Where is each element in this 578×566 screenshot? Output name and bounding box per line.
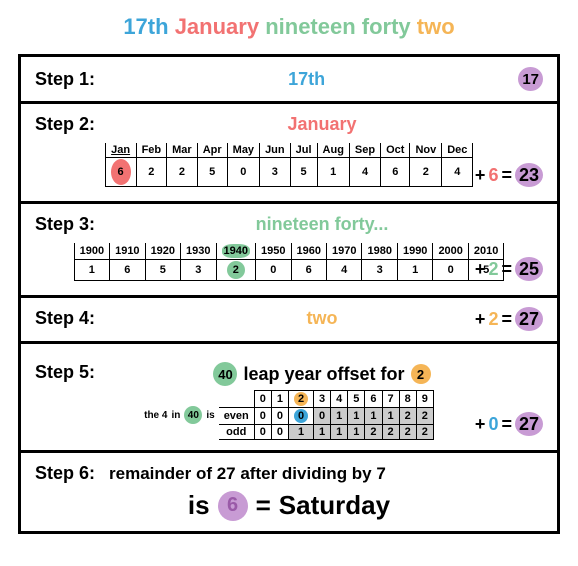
step2-label: Step 2: (35, 114, 95, 135)
step-2: Step 2: January JanFebMarAprMayJunJulAug… (21, 104, 557, 204)
t-day: 17th (123, 14, 168, 39)
months-table: JanFebMarAprMayJunJulAugSepOctNovDec6225… (105, 143, 474, 187)
step6-day: Saturday (279, 490, 390, 521)
step5-sum: + 0 = 27 (475, 412, 543, 436)
steps-container: Step 1: 17th 17 Step 2: January JanFebMa… (18, 54, 560, 534)
step6-remainder: 6 (218, 491, 248, 521)
leap-table: 0123456789even0000111122odd0011112222 (219, 390, 434, 440)
step1-topic: 17th (101, 69, 512, 90)
step3-topic: nineteen forty... (101, 214, 543, 235)
step5-decade: 40 (213, 362, 237, 386)
decades-table: 1900191019201930194019501960197019801990… (74, 243, 505, 281)
step1-label: Step 1: (35, 69, 95, 90)
step-5: Step 5: 40 leap year offset for 2 the 4 … (21, 344, 557, 453)
step5-label: Step 5: (35, 362, 95, 383)
step4-topic: two (101, 308, 543, 329)
step2-sum: + 6 = 23 (475, 163, 543, 187)
t-decade: nineteen forty (265, 14, 410, 39)
step5-text: leap year offset for (243, 364, 404, 385)
step3-sum: + 2 = 25 (475, 257, 543, 281)
t-month: January (175, 14, 259, 39)
step2-topic: January (101, 114, 543, 135)
step3-label: Step 3: (35, 214, 95, 235)
step6-text: remainder of 27 after dividing by 7 (109, 464, 386, 484)
step4-label: Step 4: (35, 308, 95, 329)
title: 17th January nineteen forty two (18, 14, 560, 40)
step-6: Step 6: remainder of 27 after dividing b… (21, 453, 557, 534)
step6-label: Step 6: (35, 463, 95, 484)
step1-badge: 17 (518, 67, 543, 91)
step-3: Step 3: nineteen forty... 19001910192019… (21, 204, 557, 298)
step-1: Step 1: 17th 17 (21, 57, 557, 104)
step-4: Step 4: two + 2 = 27 (21, 298, 557, 344)
t-year: two (417, 14, 455, 39)
step5-year: 2 (411, 364, 431, 384)
